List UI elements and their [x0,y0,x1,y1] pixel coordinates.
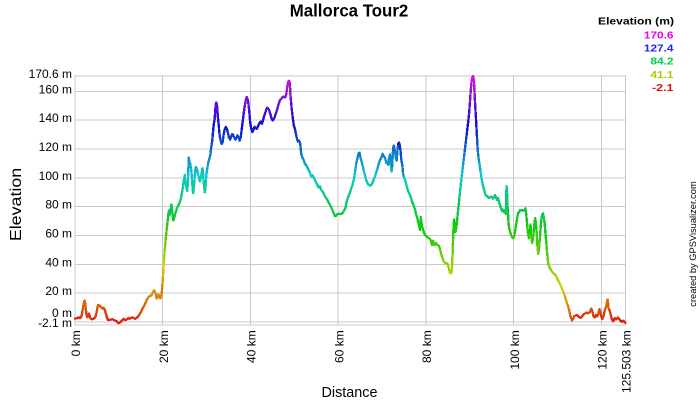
svg-text:80 m: 80 m [45,198,72,212]
svg-text:127.4: 127.4 [644,43,674,55]
svg-text:40 m: 40 m [45,255,72,269]
svg-text:120 m: 120 m [39,140,72,154]
svg-text:-2.1 m: -2.1 m [38,316,72,330]
svg-text:170.6: 170.6 [644,30,674,42]
svg-text:100 m: 100 m [39,169,72,183]
svg-text:140 m: 140 m [39,111,72,125]
svg-text:41.1: 41.1 [650,69,673,81]
svg-text:Distance: Distance [322,384,378,400]
svg-text:60 km: 60 km [332,330,346,363]
svg-text:100 km: 100 km [508,330,522,369]
svg-text:120 km: 120 km [596,330,610,369]
svg-text:Mallorca Tour2: Mallorca Tour2 [290,0,409,20]
svg-text:84.2: 84.2 [650,56,673,68]
svg-text:80 km: 80 km [420,330,434,363]
svg-text:Elevation: Elevation [8,168,25,241]
svg-text:20 km: 20 km [157,330,171,363]
svg-text:125.503 km: 125.503 km [620,330,634,393]
svg-text:60 m: 60 m [45,227,72,241]
svg-text:Elevation (m): Elevation (m) [598,15,674,27]
svg-text:created by GPSVisualizer.com: created by GPSVisualizer.com [688,181,698,307]
svg-text:0 km: 0 km [69,330,83,356]
svg-text:0 m: 0 m [52,306,72,320]
svg-text:170.6 m: 170.6 m [29,67,72,81]
svg-text:-2.1: -2.1 [652,82,674,94]
svg-text:160 m: 160 m [39,82,72,96]
svg-text:40 km: 40 km [245,330,259,363]
svg-text:20 m: 20 m [45,284,72,298]
